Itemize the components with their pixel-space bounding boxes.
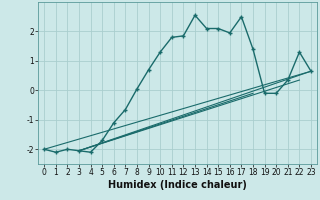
X-axis label: Humidex (Indice chaleur): Humidex (Indice chaleur) — [108, 180, 247, 190]
